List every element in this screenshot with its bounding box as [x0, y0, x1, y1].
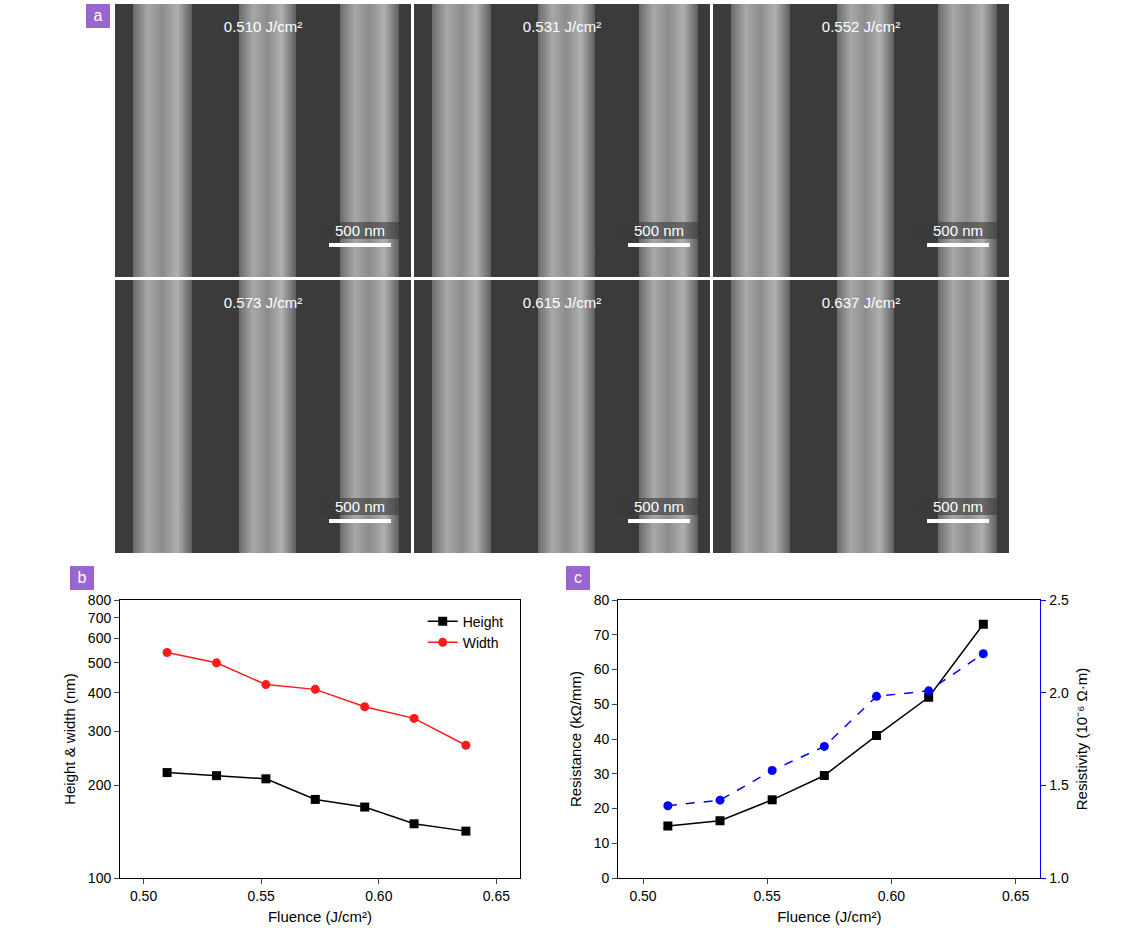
svg-text:0.50: 0.50: [629, 888, 656, 904]
svg-text:1.5: 1.5: [1049, 777, 1069, 793]
svg-text:0.60: 0.60: [878, 888, 905, 904]
svg-text:30: 30: [594, 766, 610, 782]
html-text:b: b: [77, 569, 87, 586]
svg-text:700: 700: [88, 610, 112, 626]
html-text:0.637 J/cm²: 0.637 J/cm²: [821, 294, 901, 311]
html-text:500 nm: 500 nm: [335, 222, 385, 239]
html-text:0.573 J/cm²: 0.573 J/cm²: [223, 294, 303, 311]
svg-text:80: 80: [594, 592, 610, 608]
svg-text:Height: Height: [463, 614, 504, 630]
svg-text:100: 100: [88, 870, 112, 886]
svg-text:0.55: 0.55: [754, 888, 781, 904]
html-text:c: c: [574, 569, 582, 586]
svg-text:300: 300: [88, 723, 112, 739]
svg-text:0.55: 0.55: [248, 888, 275, 904]
svg-text:Fluence (J/cm²): Fluence (J/cm²): [268, 908, 372, 925]
svg-text:Resistivity (10⁻⁶ Ω·m): Resistivity (10⁻⁶ Ω·m): [1073, 668, 1090, 810]
html-text:500 nm: 500 nm: [335, 498, 385, 515]
svg-text:600: 600: [88, 630, 112, 646]
svg-text:2.5: 2.5: [1049, 592, 1069, 608]
svg-text:400: 400: [88, 685, 112, 701]
html-text:500 nm: 500 nm: [634, 498, 684, 515]
svg-text:60: 60: [594, 661, 610, 677]
svg-text:Fluence (J/cm²): Fluence (J/cm²): [777, 908, 881, 925]
html-text:0.531 J/cm²: 0.531 J/cm²: [522, 18, 602, 35]
svg-text:0.60: 0.60: [365, 888, 392, 904]
svg-text:0: 0: [602, 870, 610, 886]
svg-text:500: 500: [88, 655, 112, 671]
svg-text:Resistance (kΩ/mm): Resistance (kΩ/mm): [567, 671, 584, 807]
html-text:500 nm: 500 nm: [634, 222, 684, 239]
html-text:0.510 J/cm²: 0.510 J/cm²: [223, 18, 303, 35]
svg-text:70: 70: [594, 627, 610, 643]
html-text:0.615 J/cm²: 0.615 J/cm²: [522, 294, 602, 311]
svg-text:Width: Width: [463, 635, 499, 651]
svg-text:2.0: 2.0: [1049, 685, 1069, 701]
svg-text:10: 10: [594, 835, 610, 851]
svg-text:0.65: 0.65: [1002, 888, 1029, 904]
svg-text:20: 20: [594, 800, 610, 816]
svg-text:0.50: 0.50: [130, 888, 157, 904]
svg-text:0.65: 0.65: [483, 888, 510, 904]
svg-text:800: 800: [88, 592, 112, 608]
html-text:500 nm: 500 nm: [933, 222, 983, 239]
html-text:0.552 J/cm²: 0.552 J/cm²: [821, 18, 901, 35]
svg-text:1.0: 1.0: [1049, 870, 1069, 886]
html-text:a: a: [93, 7, 103, 24]
html-text:500 nm: 500 nm: [933, 498, 983, 515]
svg-text:40: 40: [594, 731, 610, 747]
svg-text:50: 50: [594, 696, 610, 712]
svg-text:Height & width (nm): Height & width (nm): [61, 673, 78, 805]
svg-text:200: 200: [88, 777, 112, 793]
